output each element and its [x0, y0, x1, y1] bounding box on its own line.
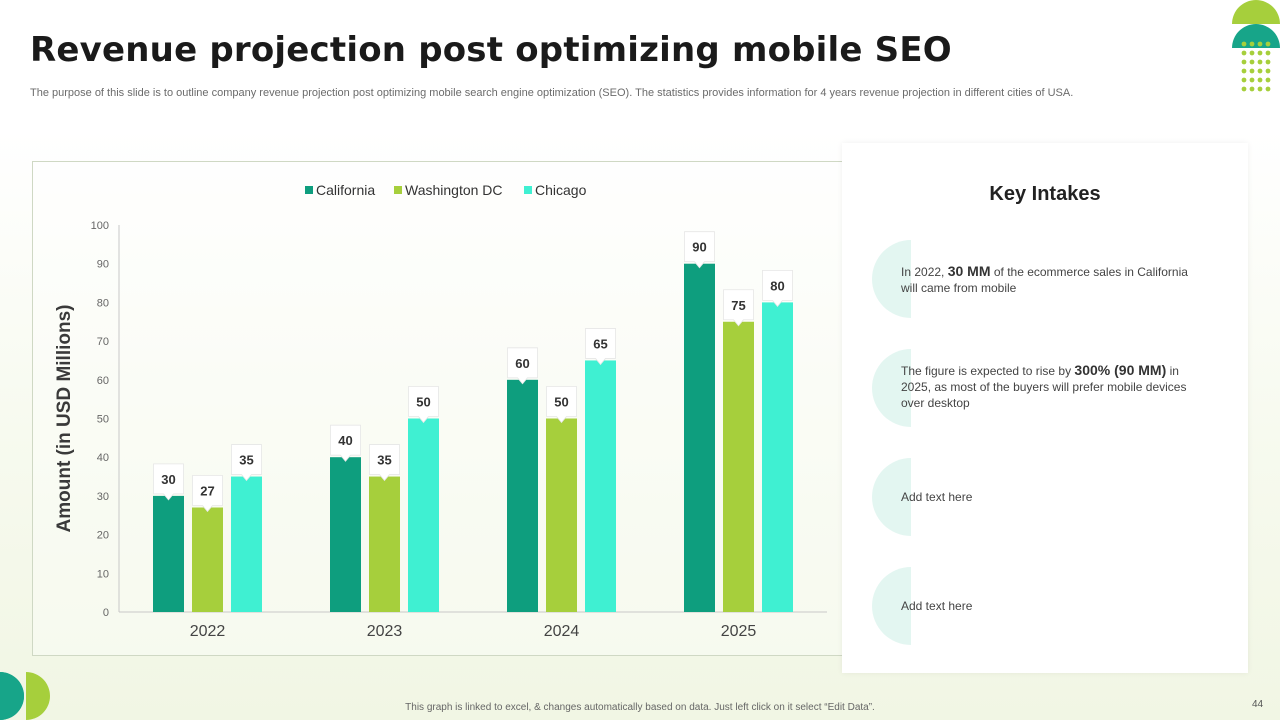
data-label: 30	[161, 472, 175, 487]
data-label: 27	[200, 484, 214, 499]
data-label: 50	[416, 395, 430, 410]
bar-washington-dc-2025	[723, 321, 754, 612]
intake-text: In 2022, 30 MM of the ecommerce sales in…	[901, 263, 1188, 295]
data-label: 90	[692, 240, 706, 255]
x-tick-label: 2023	[367, 623, 403, 640]
legend-swatch	[394, 186, 402, 194]
legend-label: Chicago	[535, 182, 587, 198]
x-tick-label: 2025	[721, 623, 757, 640]
data-label-callout	[192, 475, 223, 513]
data-label-callout	[507, 347, 538, 385]
y-tick-label: 60	[97, 375, 109, 387]
y-tick-label: 40	[97, 452, 109, 464]
data-label: 60	[515, 356, 529, 371]
legend-label: California	[316, 182, 375, 198]
legend-swatch	[524, 186, 532, 194]
data-label: 75	[731, 298, 745, 313]
footer-note: This graph is linked to excel, & changes…	[405, 702, 875, 713]
data-label: 65	[593, 336, 607, 351]
intake-item-3: Add text here	[872, 458, 1212, 536]
bar-washington-dc-2023	[369, 476, 400, 612]
bar-california-2022	[153, 495, 184, 612]
legend-swatch	[305, 186, 313, 194]
bar-california-2024	[507, 379, 538, 612]
data-label-callout	[762, 270, 793, 308]
intake-text[interactable]: Add text here	[901, 599, 973, 613]
page-title: Revenue projection post optimizing mobil…	[30, 30, 952, 70]
bar-california-2025	[684, 263, 715, 612]
intake-item-1: In 2022, 30 MM of the ecommerce sales in…	[872, 240, 1212, 318]
data-label-callout	[231, 444, 262, 482]
decorative-shapes-bottom-left	[0, 672, 50, 720]
bar-chicago-2024	[585, 360, 616, 612]
data-label: 35	[377, 453, 391, 468]
y-tick-label: 30	[97, 491, 109, 503]
data-label-callout	[546, 386, 577, 424]
decorative-shapes-top-right	[1232, 0, 1280, 92]
page-number: 44	[1252, 699, 1264, 710]
y-tick-label: 10	[97, 568, 109, 580]
bar-chicago-2022	[231, 476, 262, 612]
intake-text[interactable]: Add text here	[901, 490, 973, 504]
data-label-callout	[408, 386, 439, 424]
bar-chicago-2023	[408, 418, 439, 612]
data-label-callout	[153, 463, 184, 501]
key-intakes-title: Key Intakes	[989, 183, 1101, 205]
x-tick-label: 2022	[190, 623, 226, 640]
intake-item-4: Add text here	[872, 567, 1212, 645]
chart-canvas: 0 10 20 30 40 50 60 70 80 90 100 Amount (in USD Mil…	[54, 182, 827, 640]
page-subtitle: The purpose of this slide is to outline …	[30, 87, 1074, 99]
y-tick-label: 0	[103, 607, 109, 619]
data-label-callout	[585, 328, 616, 366]
data-label-callout	[684, 231, 715, 269]
intake-item-2: The figure is expected to rise by 300% (…	[872, 349, 1212, 427]
y-tick-label: 20	[97, 530, 109, 542]
y-tick-label: 70	[97, 336, 109, 348]
bar-washington-dc-2022	[192, 507, 223, 612]
key-intakes-panel: Key Intakes In 2022, 30 MM of the ecomme…	[842, 143, 1248, 673]
data-label: 35	[239, 453, 253, 468]
data-label-callout	[723, 289, 754, 327]
revenue-bar-chart[interactable]: 0 10 20 30 40 50 60 70 80 90 100 Amount (in USD Mil…	[32, 161, 856, 656]
y-tick-label: 90	[97, 259, 109, 271]
bar-california-2023	[330, 457, 361, 612]
bar-washington-dc-2024	[546, 418, 577, 612]
y-tick-label: 50	[97, 414, 109, 426]
data-label: 50	[554, 395, 568, 410]
x-tick-label: 2024	[544, 623, 580, 640]
data-label-callout	[330, 424, 361, 462]
bar-chicago-2025	[762, 302, 793, 612]
data-label: 80	[770, 278, 784, 293]
y-axis-label: Amount (in USD Millions)	[54, 305, 75, 533]
data-label: 40	[338, 433, 352, 448]
legend-label: Washington DC	[405, 182, 503, 198]
y-tick-label: 80	[97, 297, 109, 309]
data-label-callout	[369, 444, 400, 482]
intake-text: The figure is expected to rise by 300% (…	[901, 362, 1187, 410]
y-tick-label: 100	[91, 220, 109, 232]
